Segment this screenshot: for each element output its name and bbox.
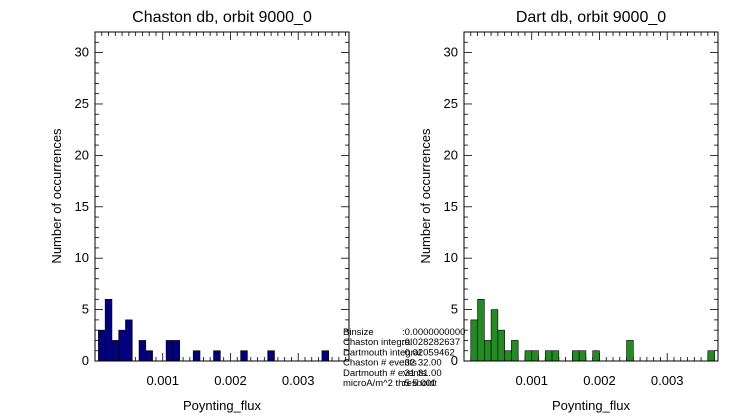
y-tick-label: 20 (75, 147, 89, 162)
histogram-bar (490, 309, 499, 362)
x-axis-label: Poynting_flux (183, 398, 262, 413)
x-tick-label: 0.002 (214, 373, 247, 388)
y-tick-label: 5 (451, 302, 458, 317)
y-tick-label: 5 (82, 302, 89, 317)
stat-value: :5 5.000 (402, 378, 436, 389)
y-tick-label: 15 (444, 199, 458, 214)
y-tick-label: 25 (75, 96, 89, 111)
histogram-bar (98, 329, 106, 362)
histogram-bar (572, 350, 580, 362)
x-tick-label: 0.002 (583, 373, 616, 388)
y-tick-label: 10 (75, 250, 89, 265)
bars (470, 299, 715, 362)
histogram-bar (104, 299, 113, 362)
stat-value: :31 31.00 (402, 368, 442, 379)
y-tick-label: 0 (451, 353, 458, 368)
histogram-bar (213, 350, 221, 362)
chart-title: Chaston db, orbit 9000_0 (132, 9, 312, 26)
y-tick-label: 30 (75, 45, 89, 60)
y-tick-label: 0 (82, 353, 89, 368)
y-tick-label: 20 (444, 147, 458, 162)
y-tick-label: 15 (75, 199, 89, 214)
histogram-bar (477, 299, 485, 362)
histogram-bar (592, 350, 600, 362)
plot-frame (463, 31, 719, 362)
bars (98, 299, 329, 362)
stat-value: :0.0000000000 (402, 327, 465, 338)
histogram-bar (551, 350, 560, 362)
y-axis-label: Number of occurrences (49, 128, 64, 264)
chart-title: Dart db, orbit 9000_0 (516, 9, 666, 26)
stat-label: Chaston # events (343, 358, 417, 369)
stat-value: :32 32.00 (402, 358, 442, 369)
histogram-bar (240, 350, 248, 362)
histogram-bar (125, 319, 133, 362)
histogram-bar (267, 350, 275, 362)
histogram-bar (531, 350, 539, 362)
histogram-bar (470, 319, 478, 362)
histogram-bar (497, 329, 505, 362)
histogram-bar (165, 340, 174, 362)
x-tick-label: 0.003 (651, 373, 684, 388)
stat-label: Chaston integral (343, 337, 412, 348)
stat-value: :0.02059462 (402, 347, 455, 358)
histogram-bar (172, 340, 180, 362)
histogram-bar (192, 350, 201, 362)
histogram-bar (578, 350, 587, 362)
chaston-histogram-panel: Chaston db, orbit 9000_0 0 5 10 15 20 25 30 0.0… (49, 9, 350, 413)
histogram-bar (707, 350, 715, 362)
histogram-bar (484, 340, 492, 362)
histogram-bar (511, 340, 519, 362)
stat-label: Binsize (343, 327, 374, 338)
histogram-bar (524, 350, 533, 362)
stat-value: :0.028282637 (402, 337, 460, 348)
histogram-bar (544, 350, 553, 362)
histogram-bar (111, 340, 120, 362)
y-tick-label: 30 (444, 45, 458, 60)
y-axis-label: Number of occurrences (418, 128, 433, 264)
histogram-bar (138, 340, 147, 362)
stat-label: microA/m^2 threshold: (343, 378, 437, 389)
histogram-bar (321, 350, 329, 362)
y-tick-label: 10 (444, 250, 458, 265)
x-tick-label: 0.001 (146, 373, 179, 388)
y-tick-label: 25 (444, 96, 458, 111)
stat-label: Dartmouth # events (343, 368, 426, 379)
x-tick-label: 0.003 (282, 373, 315, 388)
plot-frame (94, 31, 350, 362)
histogram-bar (504, 350, 512, 362)
axis-ticks: 0 5 10 15 20 25 30 0.001 0.002 0.003 (444, 31, 718, 388)
x-axis-label: Poynting_flux (552, 398, 631, 413)
histogram-bar (145, 350, 153, 362)
histogram-bar (626, 340, 634, 362)
histogram-bar (118, 329, 126, 362)
stat-label: Dartmouth integral (343, 347, 421, 358)
x-tick-label: 0.001 (515, 373, 548, 388)
axis-ticks: 0 5 10 15 20 25 30 0.001 0.002 0.003 (75, 31, 349, 388)
